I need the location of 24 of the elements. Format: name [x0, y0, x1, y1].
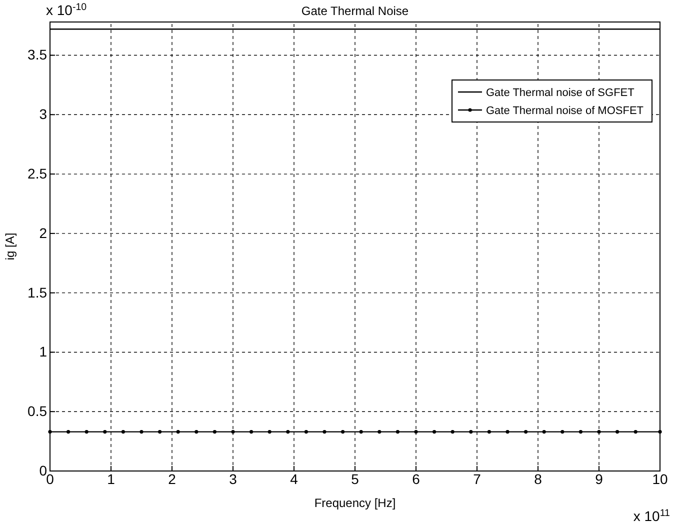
x-tick-label: 1 — [107, 470, 116, 487]
legend-label: Gate Thermal noise of SGFET — [486, 87, 635, 99]
chart-title: Gate Thermal Noise — [301, 4, 409, 18]
y-tick-label: 1.5 — [28, 284, 48, 300]
y-tick-label: 2 — [39, 224, 48, 241]
x-tick-label: 6 — [412, 470, 420, 487]
y-tick-label: 0.5 — [28, 403, 48, 420]
x-tick-label: 4 — [290, 470, 298, 487]
text: x 10$^{11}$ — [633, 508, 670, 524]
x-tick-label: 7 — [473, 470, 482, 487]
y-tick-label: 1 — [39, 344, 48, 360]
x-tick-label: 10 — [652, 470, 668, 487]
y-axis-title: ig [A] — [3, 232, 17, 260]
y-tick-label: 2.5 — [28, 166, 48, 182]
y-tick-label: 3 — [39, 106, 48, 122]
x-tick-label: 2 — [168, 470, 176, 487]
y-tick-label: 3.5 — [28, 46, 48, 63]
x-axis-title: Frequency [Hz] — [314, 496, 396, 510]
x-tick-label: 8 — [534, 470, 542, 487]
text: x 10$^{-10}$ — [46, 2, 88, 18]
x-tick-label: 9 — [595, 470, 604, 487]
legend-label: Gate Thermal noise of MOSFET — [486, 105, 644, 117]
x-tick-label: 5 — [351, 470, 360, 487]
x-tick-label: 3 — [229, 470, 238, 487]
